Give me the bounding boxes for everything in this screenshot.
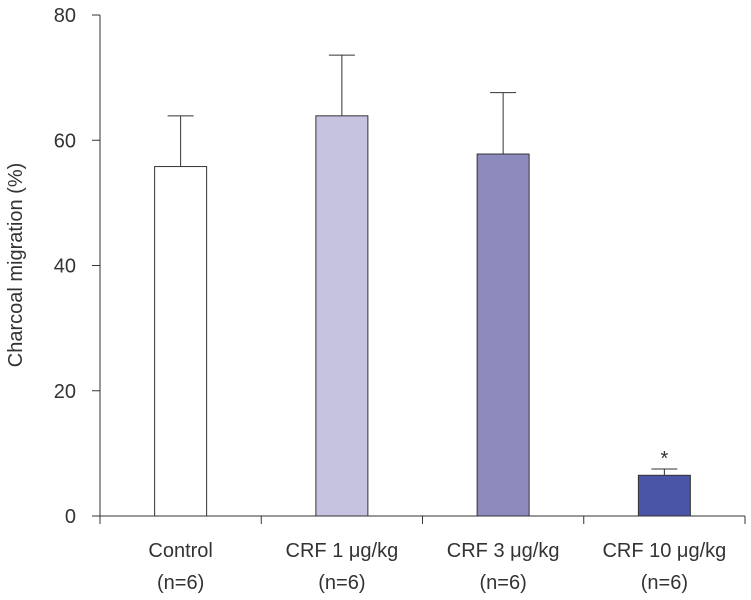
category-n-label: (n=6) bbox=[480, 572, 527, 594]
significance-marker: * bbox=[660, 448, 668, 470]
category-label: Control bbox=[148, 540, 212, 562]
y-tick-label: 80 bbox=[54, 5, 76, 27]
bars bbox=[154, 115, 691, 517]
bar-3 bbox=[476, 153, 530, 517]
y-axis-title: Charcoal migration (%) bbox=[5, 163, 27, 368]
category-n-label: (n=6) bbox=[157, 572, 204, 594]
bar-1 bbox=[154, 166, 208, 517]
category-label: CRF 3 μg/kg bbox=[447, 540, 560, 562]
category-n-label: (n=6) bbox=[641, 572, 688, 594]
y-tick-label: 40 bbox=[54, 256, 76, 278]
bar-4 bbox=[637, 474, 691, 517]
bar-2 bbox=[315, 115, 369, 517]
axes: 0 20 40 60 80 bbox=[54, 5, 746, 528]
labels: Control (n=6) CRF 1 μg/kg (n=6) CRF 3 μg/kg (… bbox=[148, 448, 726, 594]
y-tick-label: 0 bbox=[65, 506, 76, 528]
category-n-label: (n=6) bbox=[318, 572, 365, 594]
category-label: CRF 1 μg/kg bbox=[286, 540, 399, 562]
y-tick-label: 20 bbox=[54, 381, 76, 403]
category-label: CRF 10 μg/kg bbox=[602, 540, 726, 562]
error-bars bbox=[167, 54, 678, 476]
y-tick-label: 60 bbox=[54, 130, 76, 152]
